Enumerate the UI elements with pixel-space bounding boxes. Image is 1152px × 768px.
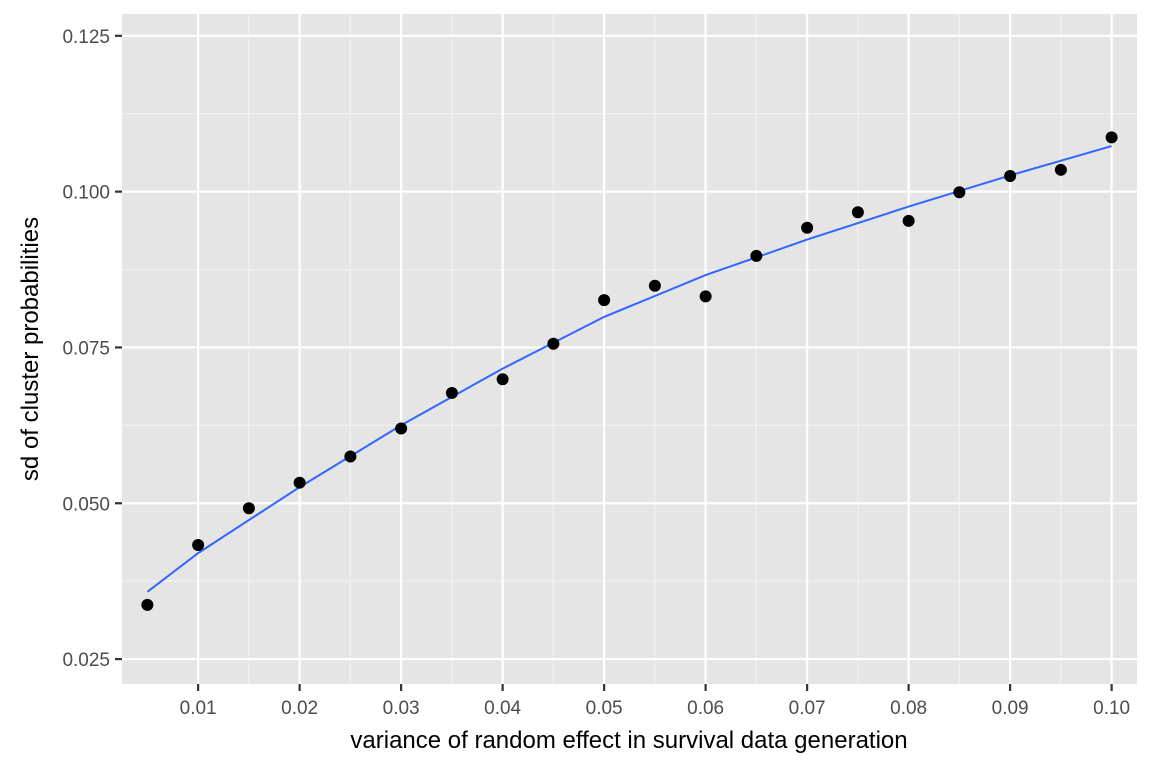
x-tick-label: 0.01 <box>180 698 217 719</box>
x-axis-title: variance of random effect in survival da… <box>350 727 907 754</box>
x-tick-label: 0.09 <box>992 698 1029 719</box>
data-point <box>344 450 357 463</box>
data-point <box>445 386 458 399</box>
data-point <box>1105 131 1118 144</box>
x-tick-label: 0.02 <box>281 698 318 719</box>
x-tick-label: 0.04 <box>484 698 521 719</box>
x-tick-label: 0.05 <box>586 698 623 719</box>
grid-major <box>122 14 1137 684</box>
x-tick-label: 0.03 <box>383 698 420 719</box>
y-tick-label: 0.050 <box>62 494 110 515</box>
data-point <box>395 422 408 435</box>
data-point <box>1004 170 1017 183</box>
data-point <box>598 294 611 307</box>
y-tick-label: 0.100 <box>62 183 110 204</box>
data-point <box>902 214 915 227</box>
data-point <box>750 249 763 262</box>
x-axis: 0.01 0.02 0.03 0.04 0.05 0.06 0.07 0.08 0.09 0.10 <box>180 684 1130 719</box>
points-layer <box>141 131 1118 611</box>
smooth-trend-line <box>146 145 1112 593</box>
y-tick-label: 0.125 <box>62 27 110 48</box>
data-point <box>547 337 560 350</box>
x-tick-label: 0.10 <box>1093 698 1130 719</box>
data-point <box>801 221 814 234</box>
plot-panel <box>122 14 1137 684</box>
data-point <box>496 373 509 386</box>
data-point <box>242 502 255 515</box>
y-axis-title: sd of cluster probabilities <box>17 217 44 481</box>
data-point <box>648 279 661 292</box>
x-tick-label: 0.06 <box>687 698 724 719</box>
data-point <box>851 206 864 219</box>
x-tick-label: 0.08 <box>890 698 927 719</box>
y-tick-label: 0.075 <box>62 338 110 359</box>
data-point <box>953 186 966 199</box>
smooth-line-layer <box>146 145 1112 593</box>
data-point <box>141 598 154 611</box>
data-point <box>293 476 306 489</box>
data-point <box>1054 163 1067 176</box>
x-tick-label: 0.07 <box>789 698 826 719</box>
data-point <box>699 290 712 303</box>
y-tick-label: 0.025 <box>62 650 110 671</box>
grid-minor <box>122 14 1137 684</box>
y-axis: 0.025 0.050 0.075 0.100 0.125 <box>62 27 122 671</box>
data-point <box>192 539 205 552</box>
